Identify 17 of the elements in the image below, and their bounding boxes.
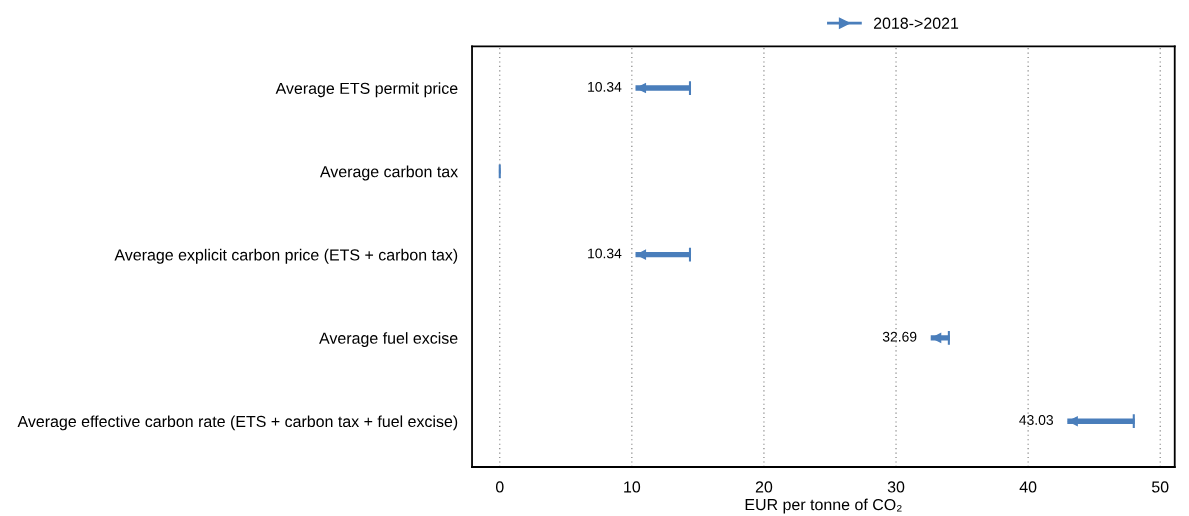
y-tick-label: Average effective carbon rate (ETS + carbon tax + fuel excise): [17, 415, 458, 431]
data-label: 32.69: [882, 331, 917, 342]
x-tick-label: 50: [1151, 481, 1169, 493]
y-tick-label: Average fuel excise: [319, 332, 458, 348]
legend-label: 2018->2021: [873, 17, 959, 29]
y-tick-label: Average carbon tax: [319, 165, 458, 181]
y-tick-label: Average ETS permit price: [275, 82, 458, 98]
x-tick-label: 20: [755, 481, 773, 493]
x-tick-label: 10: [624, 481, 641, 493]
data-label: 10.34: [588, 248, 622, 259]
data-label: 43.03: [1019, 415, 1053, 425]
x-tick-label: 40: [1019, 481, 1037, 493]
x-tick-label: 0: [495, 481, 504, 493]
x-tick-label: 30: [887, 481, 905, 493]
data-label: 10.34: [588, 81, 622, 92]
y-tick-label: Average explicit carbon price (ETS + carbon tax): [114, 248, 458, 264]
x-axis-title: EUR per tonne of CO₂: [745, 498, 902, 514]
